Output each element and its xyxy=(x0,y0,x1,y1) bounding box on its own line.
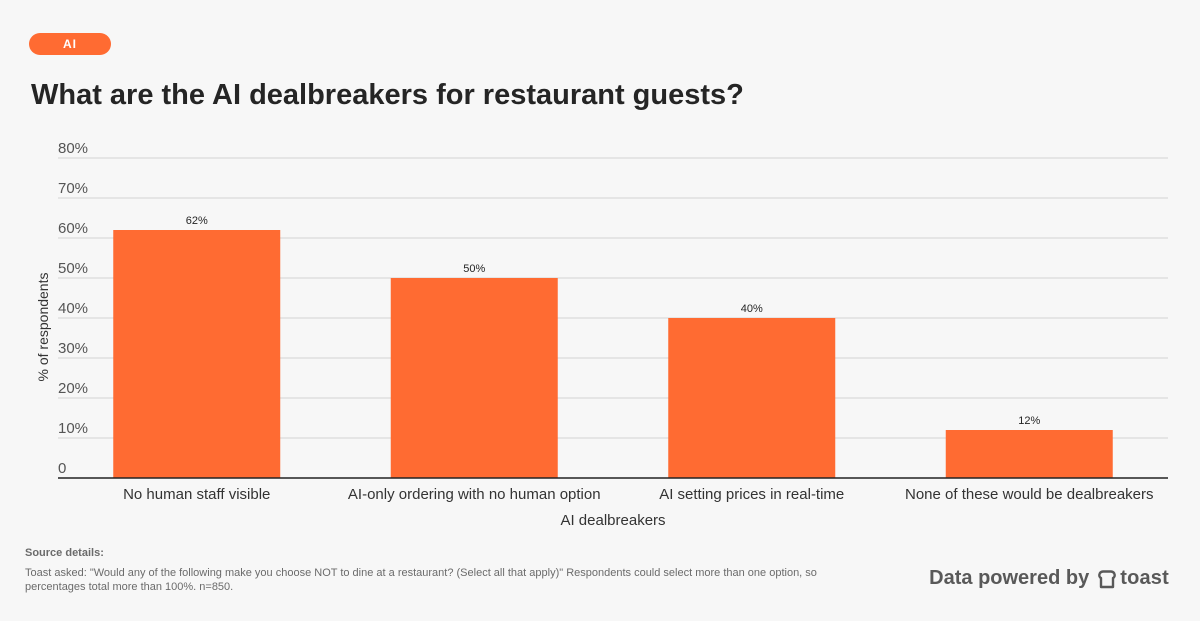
y-tick-label: 40% xyxy=(58,300,88,317)
bar xyxy=(390,278,558,478)
bar xyxy=(945,430,1113,478)
source-title: Source details: xyxy=(25,547,104,559)
x-category-label: None of these would be dealbreakers xyxy=(905,486,1154,503)
x-category-label: No human staff visible xyxy=(123,486,270,503)
bar xyxy=(668,318,836,478)
data-powered-by: Data powered by toast xyxy=(929,567,1169,590)
y-axis-title: % of respondents xyxy=(35,273,51,382)
y-tick-label: 20% xyxy=(58,380,88,397)
source-text: Toast asked: "Would any of the following… xyxy=(25,567,817,593)
y-tick-label: 30% xyxy=(58,340,88,357)
powered-by-label: Data powered by xyxy=(929,567,1090,589)
bar-data-label: 40% xyxy=(741,303,763,315)
bar-data-label: 12% xyxy=(1018,415,1040,427)
y-tick-label: 50% xyxy=(58,260,88,277)
x-category-label: AI setting prices in real-time xyxy=(659,486,844,503)
category-tag-label: AI xyxy=(63,37,77,51)
toast-logo-icon xyxy=(1097,569,1117,589)
bar xyxy=(113,230,281,478)
y-tick-label: 10% xyxy=(58,420,88,437)
x-category-label: AI-only ordering with no human option xyxy=(348,486,601,503)
bar-data-label: 62% xyxy=(186,215,208,227)
y-tick-label: 70% xyxy=(58,180,88,197)
brand-name: toast xyxy=(1120,567,1169,589)
y-tick-label: 60% xyxy=(58,220,88,237)
bar-data-label: 50% xyxy=(463,263,485,275)
category-tag: AI xyxy=(29,33,111,55)
y-tick-label: 0 xyxy=(58,460,66,477)
chart-title: What are the AI dealbreakers for restaur… xyxy=(31,79,744,111)
y-tick-label: 80% xyxy=(58,140,88,157)
bar-chart: 0 10% 20% 30% 40% 50% 60% 70% 80% 62% No human sta… xyxy=(35,140,1168,529)
x-axis-title: AI dealbreakers xyxy=(560,512,665,529)
